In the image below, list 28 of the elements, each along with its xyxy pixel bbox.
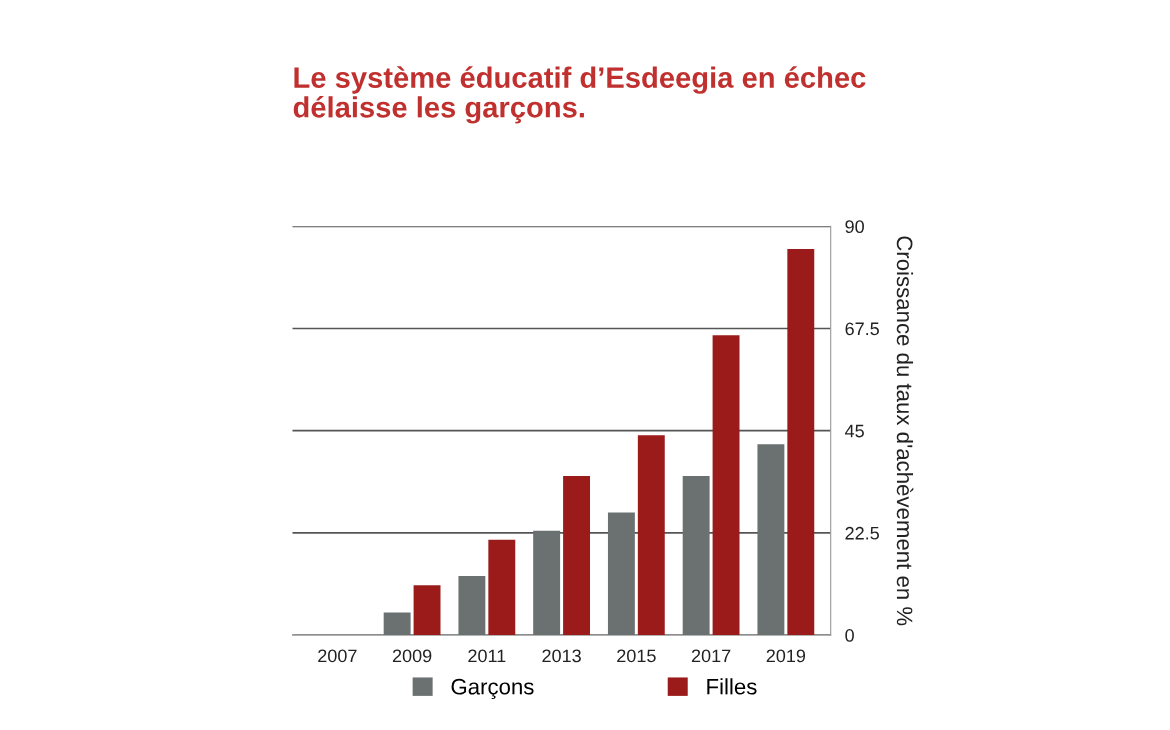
chart-title: Le système éducatif d’Esdeegia en échec délaisse les garçons. [293,66,866,124]
bar [682,476,710,636]
bar [712,335,740,636]
bar [787,249,815,636]
x-tick-label: 2011 [468,649,506,663]
y-tick-label: 0 [845,629,854,642]
legend-label: Filles [707,678,757,695]
y-tick-label: 67.5 [845,322,879,336]
y-tick-label: 45 [845,424,864,438]
y-tick-label: 90 [845,220,864,234]
bar [488,539,516,636]
x-tick-label: 2015 [617,649,656,663]
bar [563,476,590,636]
bar [637,435,665,636]
bar [757,444,785,636]
x-tick-label: 2019 [766,649,806,663]
bar [383,612,411,636]
legend-label: Garçons [451,678,534,700]
x-tick-label: 2013 [542,649,581,663]
bar [607,512,635,636]
y-axis-title: Croissance du taux d'achèvement en % [896,236,914,626]
x-tick-label: 2009 [392,649,432,663]
y-tick-label: 22.5 [845,526,879,540]
x-tick-label: 2017 [691,649,731,663]
bar [533,530,561,636]
bar [413,585,441,636]
x-tick-label: 2007 [318,649,357,663]
bar [458,576,486,636]
